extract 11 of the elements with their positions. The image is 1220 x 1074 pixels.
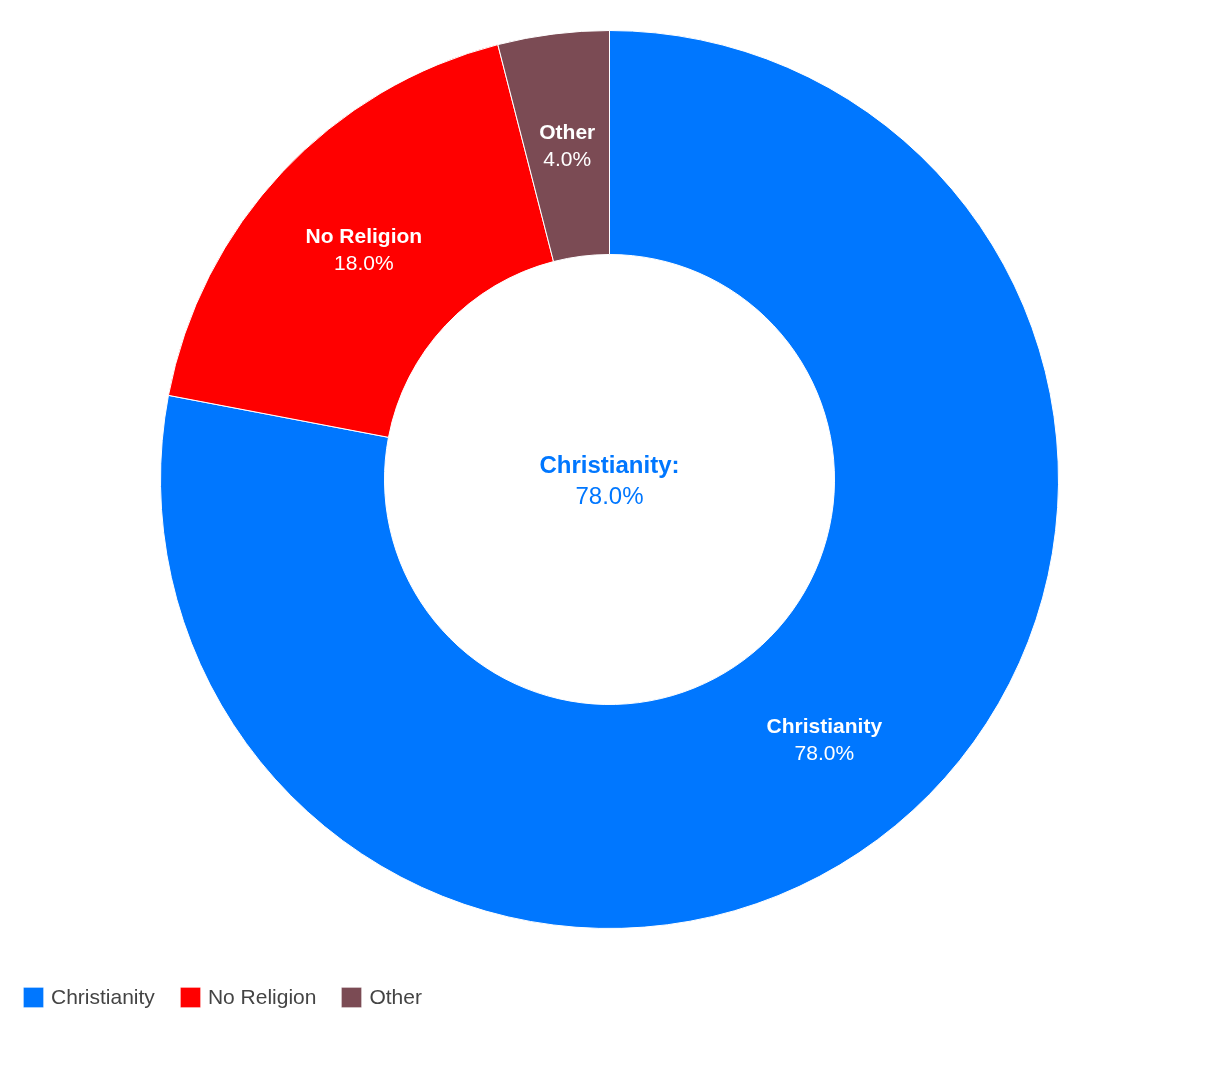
slice-label: Other xyxy=(539,120,596,144)
text: Christianity: xyxy=(539,450,680,478)
legend-label: No Religion xyxy=(207,985,317,1009)
slice-label: No Religion xyxy=(305,223,423,247)
data-label: 18.0% xyxy=(334,250,394,274)
legend-label: Other xyxy=(369,985,422,1009)
text: 78.0% xyxy=(575,481,644,509)
data-label: 4.0% xyxy=(543,147,592,171)
legend-label: Christianity xyxy=(51,985,155,1009)
data-label: 78.0% xyxy=(794,741,855,765)
slice-label: Christianity xyxy=(766,714,883,738)
